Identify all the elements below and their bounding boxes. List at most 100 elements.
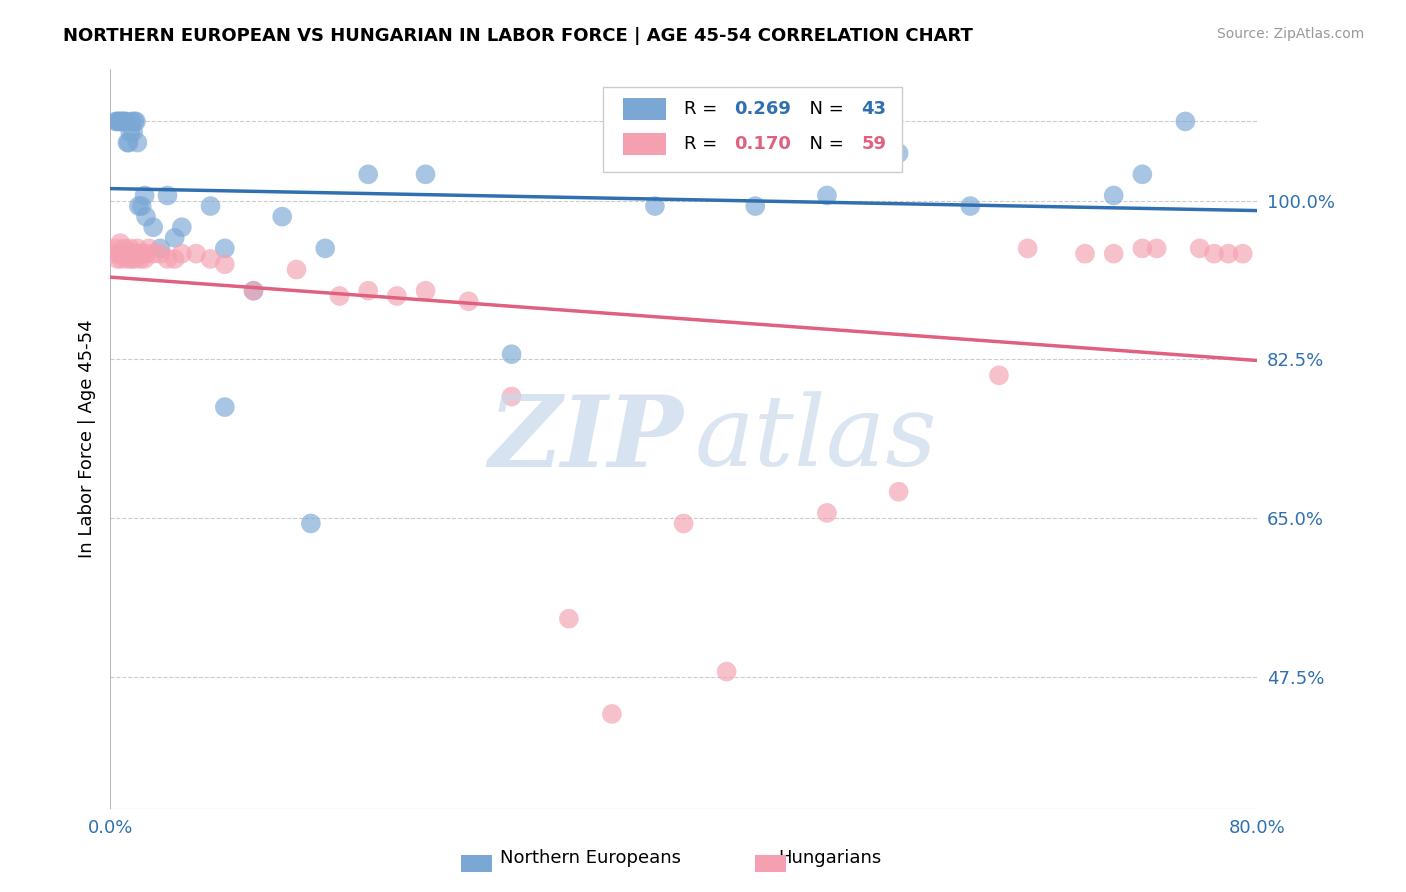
Point	[357, 284, 380, 298]
Point	[415, 284, 437, 298]
Point	[124, 252, 146, 266]
Point	[138, 241, 160, 255]
Point	[129, 252, 152, 266]
Point	[959, 199, 981, 213]
Text: R =: R =	[683, 135, 723, 153]
Text: Hungarians: Hungarians	[778, 849, 882, 867]
Point	[1130, 167, 1153, 181]
Text: atlas: atlas	[695, 392, 938, 486]
Point	[135, 210, 157, 224]
Point	[457, 294, 479, 309]
Text: 43: 43	[862, 100, 886, 119]
Point	[1102, 188, 1125, 202]
Point	[815, 188, 838, 202]
Point	[716, 665, 738, 679]
Point	[887, 484, 910, 499]
Point	[105, 252, 128, 266]
Point	[299, 516, 322, 531]
Point	[170, 220, 193, 235]
Point	[558, 612, 581, 626]
Point	[149, 246, 172, 260]
Point	[114, 241, 136, 255]
Point	[744, 199, 766, 213]
Point	[815, 506, 838, 520]
Point	[385, 289, 408, 303]
Point	[117, 136, 139, 150]
FancyBboxPatch shape	[603, 87, 901, 172]
Point	[127, 241, 149, 255]
Point	[1102, 246, 1125, 260]
Point	[134, 188, 156, 202]
Point	[118, 136, 141, 150]
Point	[1202, 246, 1225, 260]
Point	[156, 188, 179, 202]
Text: N =: N =	[799, 135, 849, 153]
Point	[242, 284, 264, 298]
Point	[672, 516, 695, 531]
Point	[170, 246, 193, 260]
Point	[142, 220, 165, 235]
Point	[214, 400, 236, 414]
Point	[1232, 246, 1254, 260]
Point	[107, 114, 129, 128]
Point	[122, 246, 145, 260]
Point	[125, 114, 148, 128]
Point	[115, 246, 138, 260]
Point	[121, 114, 143, 128]
Text: R =: R =	[683, 100, 723, 119]
Point	[107, 246, 129, 260]
Point	[128, 246, 150, 260]
Point	[887, 146, 910, 161]
Point	[131, 199, 153, 213]
Point	[501, 347, 523, 361]
Point	[1146, 241, 1168, 255]
Point	[127, 136, 149, 150]
Point	[108, 236, 131, 251]
Point	[163, 252, 186, 266]
Point	[1017, 241, 1039, 255]
Point	[1130, 241, 1153, 255]
Point	[114, 114, 136, 128]
Y-axis label: In Labor Force | Age 45-54: In Labor Force | Age 45-54	[79, 319, 96, 558]
Point	[125, 246, 148, 260]
Point	[988, 368, 1011, 383]
Point	[121, 252, 143, 266]
Text: Source: ZipAtlas.com: Source: ZipAtlas.com	[1216, 27, 1364, 41]
FancyBboxPatch shape	[623, 98, 666, 120]
Point	[156, 252, 179, 266]
Point	[112, 246, 135, 260]
Point	[501, 390, 523, 404]
Text: ZIP: ZIP	[489, 391, 683, 487]
Text: 0.269: 0.269	[734, 100, 792, 119]
Point	[214, 241, 236, 255]
Point	[128, 199, 150, 213]
FancyBboxPatch shape	[623, 133, 666, 155]
Text: 59: 59	[862, 135, 886, 153]
Point	[111, 114, 134, 128]
Point	[142, 246, 165, 260]
Point	[163, 231, 186, 245]
Text: N =: N =	[799, 100, 849, 119]
Point	[124, 114, 146, 128]
Point	[314, 241, 336, 255]
Point	[357, 167, 380, 181]
Point	[1174, 114, 1197, 128]
Point	[115, 114, 138, 128]
Point	[214, 257, 236, 271]
Point	[120, 125, 142, 139]
Point	[118, 246, 141, 260]
Point	[135, 246, 157, 260]
Point	[104, 241, 127, 255]
Text: 0.170: 0.170	[734, 135, 792, 153]
Point	[600, 706, 623, 721]
Point	[112, 114, 135, 128]
Text: Northern Europeans: Northern Europeans	[501, 849, 681, 867]
Point	[117, 252, 139, 266]
Point	[1218, 246, 1240, 260]
Point	[328, 289, 350, 303]
Point	[104, 114, 127, 128]
Point	[111, 252, 134, 266]
Point	[415, 167, 437, 181]
Point	[122, 125, 145, 139]
Point	[108, 114, 131, 128]
